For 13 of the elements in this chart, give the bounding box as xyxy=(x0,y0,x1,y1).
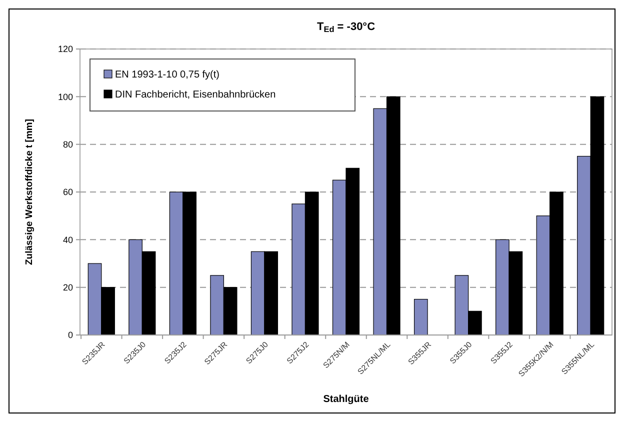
legend-label: DIN Fachbericht, Eisenbahnbrücken xyxy=(115,90,276,100)
bar xyxy=(414,298,428,336)
legend-label: EN 1993-1-10 0,75 fy(t) xyxy=(115,70,220,80)
y-tick-label: 120 xyxy=(58,44,73,54)
y-tick-label: 40 xyxy=(62,234,73,245)
y-tick-label: 100 xyxy=(58,92,73,102)
y-tick-label: 20 xyxy=(62,282,73,292)
y-axis-title: Zulässige Werkstoffdicke t [mm] xyxy=(24,118,35,266)
y-tick-label: 0 xyxy=(68,330,73,340)
y-tick-label: 60 xyxy=(62,187,73,198)
y-tick-label: 80 xyxy=(62,139,73,150)
chart-title: T$_{Ed}$ = -30°C xyxy=(316,21,376,34)
x-axis-title: Stahlgüte xyxy=(323,394,370,405)
